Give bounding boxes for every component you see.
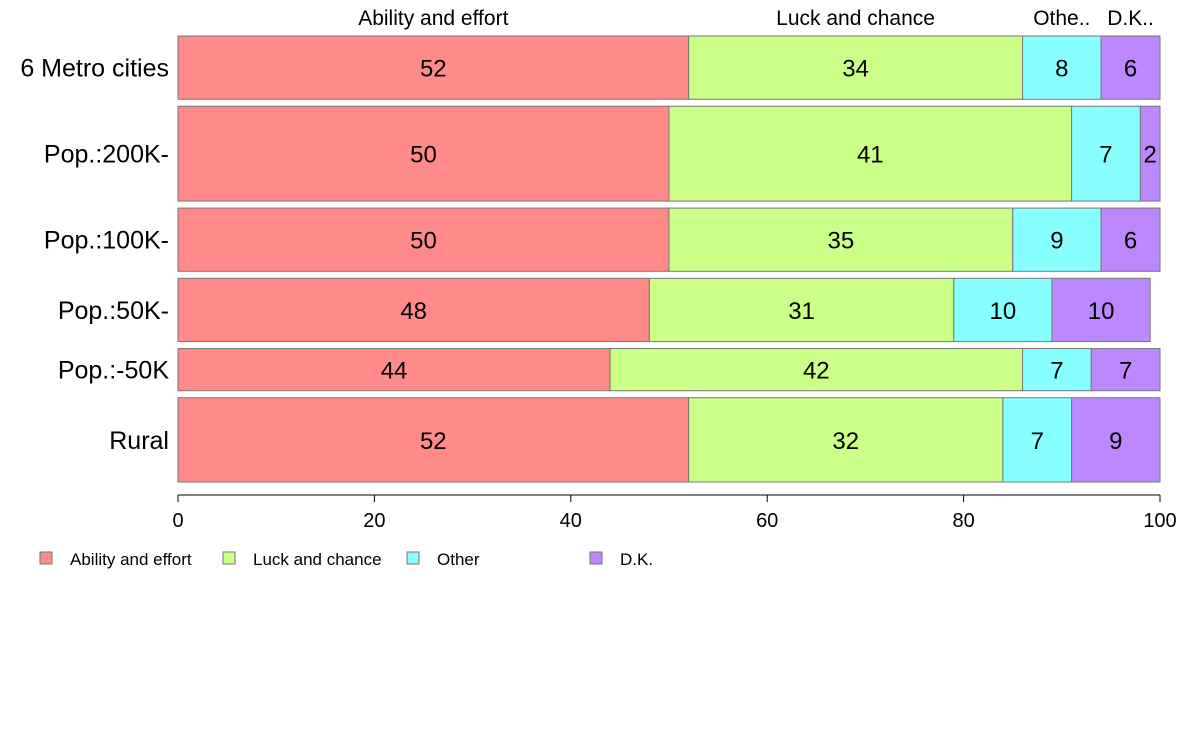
- column-header-label: Luck and chance: [776, 7, 935, 30]
- x-axis: 0 20 40 60 80 100: [172, 494, 1177, 532]
- bar-value-label: 2: [1144, 142, 1157, 169]
- legend-swatch: [589, 551, 603, 565]
- bar-value-label: 10: [1088, 298, 1115, 325]
- bar-segment: [688, 35, 1024, 100]
- bar-value-label: 44: [381, 358, 408, 385]
- bar-value-label: 9: [1050, 228, 1063, 255]
- bar-value-label: 10: [990, 298, 1017, 325]
- column-header-label: Ability and effort: [358, 7, 508, 30]
- bar-segment: [1100, 207, 1161, 272]
- bar-segment: [1022, 348, 1092, 392]
- bar-value-label: 6: [1124, 228, 1137, 255]
- bar-segment: [177, 105, 670, 202]
- bar-value-label: 48: [400, 298, 427, 325]
- legend-swatch: [406, 551, 420, 565]
- x-tick-label: 0: [172, 510, 183, 532]
- bar-segment: [1139, 105, 1161, 202]
- x-tick-label: 100: [1143, 510, 1176, 532]
- legend-label: D.K.: [620, 550, 653, 569]
- bar-segment: [177, 397, 690, 483]
- bar-segment: [1100, 35, 1161, 100]
- bar-segment: [648, 277, 955, 343]
- category-label: Pop.:100K-: [44, 227, 169, 255]
- x-tick-label: 80: [952, 510, 974, 532]
- bar-value-label: 7: [1031, 428, 1044, 455]
- bar-segment: [1071, 105, 1141, 202]
- category-label: Pop.:50K-: [58, 297, 169, 325]
- bar-segment: [1002, 397, 1073, 483]
- bar-segment: [1051, 277, 1151, 343]
- bar-value-label: 42: [803, 358, 830, 385]
- bar-value-label: 6: [1124, 56, 1137, 83]
- legend-label: Ability and effort: [70, 550, 192, 569]
- bar-value-label: 7: [1050, 358, 1063, 385]
- bar-segment: [177, 35, 690, 100]
- legend: Ability and effort Luck and chance Other D.…: [39, 550, 653, 569]
- column-header-labels: Ability and effort Luck and chance Othe.. D…: [358, 7, 1154, 30]
- x-tick-label: 60: [756, 510, 778, 532]
- bar-value-label: 8: [1055, 56, 1068, 83]
- legend-swatch: [39, 551, 53, 565]
- bar-value-label: 32: [832, 428, 859, 455]
- bar-segment: [688, 397, 1004, 483]
- bar-value-label: 9: [1109, 428, 1122, 455]
- column-header-label: D.K..: [1107, 7, 1154, 30]
- legend-label: Other: [437, 550, 480, 569]
- bar-value-label: 34: [842, 56, 869, 83]
- bar-segment: [1090, 348, 1161, 392]
- bar-segment: [177, 207, 670, 272]
- bar-value-label: 50: [410, 228, 437, 255]
- category-labels: 6 Metro cities Pop.:200K- Pop.:100K- Pop.:5…: [20, 55, 169, 455]
- legend-label: Luck and chance: [253, 550, 382, 569]
- bar-segment: [1071, 397, 1161, 483]
- bar-value-label: 41: [857, 142, 884, 169]
- legend-swatch: [222, 551, 236, 565]
- bar-segment: [953, 277, 1053, 343]
- bar-value-label: 50: [410, 142, 437, 169]
- category-label: 6 Metro cities: [20, 55, 169, 83]
- x-tick-label: 40: [560, 510, 582, 532]
- bar-value-label: 52: [420, 56, 447, 83]
- bar-value-label: 52: [420, 428, 447, 455]
- bar-value-label: 7: [1099, 142, 1112, 169]
- bar-value-label: 7: [1119, 358, 1132, 385]
- category-label: Rural: [109, 427, 169, 455]
- x-tick-label: 20: [363, 510, 385, 532]
- category-label: Pop.:200K-: [44, 141, 169, 169]
- bar-segment: [1022, 35, 1102, 100]
- bars: 52 34 8 6 50 41 7 2 50 35 9 6 48 31 10 10 44 42 7 7 52 32 7 9: [177, 35, 1161, 483]
- bar-value-label: 31: [788, 298, 815, 325]
- bar-segment: [668, 207, 1014, 272]
- bar-segment: [177, 277, 650, 343]
- column-header-label: Othe..: [1033, 7, 1090, 30]
- bar-segment: [668, 105, 1073, 202]
- bar-value-label: 35: [827, 228, 854, 255]
- bar-segment: [1012, 207, 1102, 272]
- bar-segment: [177, 348, 611, 392]
- category-label: Pop.:-50K: [58, 357, 170, 385]
- bar-segment: [609, 348, 1024, 392]
